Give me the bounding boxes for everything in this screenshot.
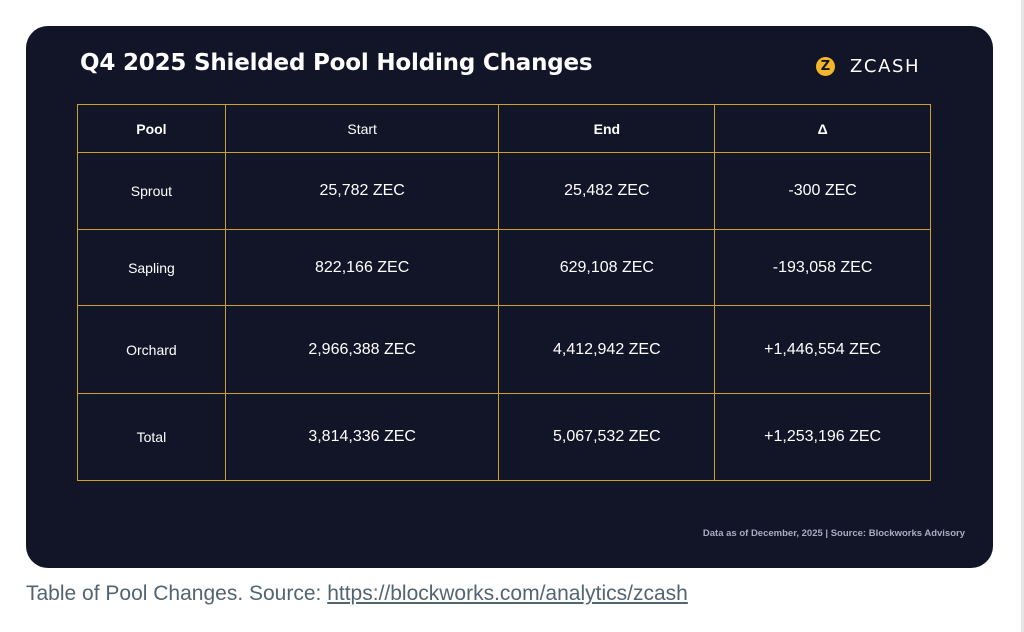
cell-start: 2,966,388 ZEC — [224, 305, 500, 394]
table-row: Orchard 2,966,388 ZEC 4,412,942 ZEC +1,4… — [77, 305, 931, 394]
cell-pool: Total — [77, 393, 226, 481]
pool-changes-table: Pool Start End Δ Sprout 25,782 ZEC 25,48… — [77, 104, 931, 481]
cell-start: 822,166 ZEC — [224, 229, 500, 306]
brand-name: ZCASH — [850, 56, 921, 77]
table-header-row: Pool Start End Δ — [77, 104, 931, 153]
chart-card: Q4 2025 Shielded Pool Holding Changes Z … — [26, 26, 993, 568]
cell-end: 629,108 ZEC — [498, 229, 716, 306]
caption-text: Table of Pool Changes. Source: — [26, 582, 328, 605]
header-pool: Pool — [77, 104, 226, 153]
cell-start: 3,814,336 ZEC — [224, 393, 500, 481]
cell-pool: Sapling — [77, 229, 226, 306]
source-link[interactable]: https://blockworks.com/analytics/zcash — [327, 582, 688, 605]
table-row: Sprout 25,782 ZEC 25,482 ZEC -300 ZEC — [77, 152, 931, 230]
source-footnote: Data as of December, 2025 | Source: Bloc… — [702, 528, 965, 539]
header-start: Start — [224, 104, 500, 153]
cell-delta: -300 ZEC — [714, 152, 931, 230]
chart-title: Q4 2025 Shielded Pool Holding Changes — [80, 50, 593, 76]
zcash-logo-icon: Z — [816, 57, 835, 76]
cell-end: 25,482 ZEC — [498, 152, 716, 230]
table-row: Total 3,814,336 ZEC 5,067,532 ZEC +1,253… — [77, 393, 931, 481]
cell-delta: +1,446,554 ZEC — [714, 305, 931, 394]
cell-pool: Orchard — [77, 305, 226, 394]
header-end: End — [498, 104, 716, 153]
cell-pool: Sprout — [77, 152, 226, 230]
cell-delta: -193,058 ZEC — [714, 229, 931, 306]
cell-end: 5,067,532 ZEC — [498, 393, 716, 481]
scrollbar-track — [1021, 0, 1024, 632]
image-caption: Table of Pool Changes. Source: https://b… — [26, 582, 688, 606]
header-delta: Δ — [714, 104, 931, 153]
cell-delta: +1,253,196 ZEC — [714, 393, 931, 481]
cell-end: 4,412,942 ZEC — [498, 305, 716, 394]
table-row: Sapling 822,166 ZEC 629,108 ZEC -193,058… — [77, 229, 931, 306]
brand: Z ZCASH — [816, 56, 920, 77]
cell-start: 25,782 ZEC — [224, 152, 500, 230]
